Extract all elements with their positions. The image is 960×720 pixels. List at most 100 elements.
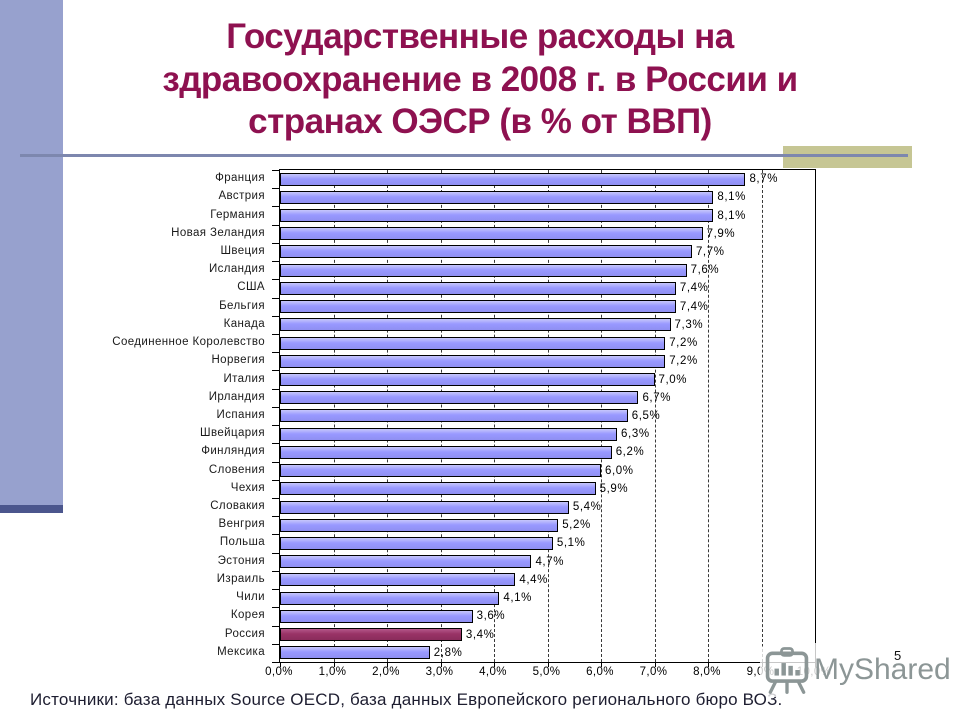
category-tick bbox=[272, 534, 280, 536]
value-label: 7,0% bbox=[658, 373, 688, 386]
sidebar-decoration bbox=[0, 0, 63, 513]
gridline bbox=[387, 170, 388, 662]
bar-row: 8,1% bbox=[280, 188, 815, 206]
category-label: Израиль bbox=[216, 572, 265, 585]
value-axis-tick bbox=[654, 662, 656, 667]
gridline bbox=[333, 170, 335, 662]
value-label: 7,2% bbox=[669, 337, 698, 350]
category-tick bbox=[272, 370, 280, 372]
bar-row: 5,4% bbox=[280, 498, 815, 516]
value-axis-tick bbox=[601, 662, 602, 667]
value-label: 2,8% bbox=[433, 646, 463, 659]
value-label: 5,4% bbox=[572, 501, 602, 514]
bar-row: 2,8% bbox=[280, 644, 815, 662]
slide-title: Государственные расходы на здравоохранен… bbox=[162, 17, 798, 142]
gridline bbox=[601, 170, 602, 662]
category-tick bbox=[272, 516, 280, 518]
bar-row: 6,3% bbox=[280, 425, 815, 443]
bar-row: 7,2% bbox=[280, 334, 815, 352]
category-tick bbox=[272, 170, 280, 171]
category-label: Франция bbox=[215, 172, 265, 185]
bar bbox=[280, 245, 692, 259]
value-label: 5,1% bbox=[556, 537, 586, 550]
bar bbox=[280, 336, 666, 350]
value-label: 6,2% bbox=[615, 446, 645, 459]
gridline bbox=[440, 170, 442, 662]
value-axis-tick-label: 1,0% bbox=[318, 666, 347, 678]
bar-row: 7,2% bbox=[280, 352, 815, 370]
category-label: Чили bbox=[236, 591, 265, 604]
category-tick bbox=[272, 224, 280, 226]
bar bbox=[280, 646, 430, 660]
category-label: Бельгия bbox=[219, 299, 265, 312]
category-tick bbox=[272, 552, 280, 554]
category-tick bbox=[272, 589, 280, 591]
value-axis-tick-label: 3,0% bbox=[425, 666, 454, 678]
value-label: 3,6% bbox=[476, 610, 506, 623]
gridline bbox=[494, 170, 495, 662]
gridline bbox=[708, 170, 709, 662]
bar-row: 7,0% bbox=[280, 370, 815, 388]
value-label: 5,2% bbox=[562, 519, 591, 532]
category-label: Польша bbox=[219, 536, 265, 549]
category-label: Италия bbox=[223, 372, 265, 385]
category-tick bbox=[272, 188, 280, 190]
bar-row: 6,0% bbox=[280, 462, 815, 480]
bar bbox=[280, 373, 655, 387]
bar-row: 7,6% bbox=[280, 261, 815, 279]
category-label: Норвегия bbox=[211, 354, 265, 367]
bar-series: 8,7% 8,1% 8,1% 7,9% 7,7% 7,6% 7,4% 7,4% 7,3% 7,2%… bbox=[280, 170, 815, 662]
value-axis-tick-label: 4,0% bbox=[479, 666, 507, 678]
category-axis-labels: Франция Австрия Германия Новая Зеландия Швец… bbox=[36, 169, 272, 661]
value-axis-tick bbox=[494, 662, 495, 667]
value-label: 8,7% bbox=[749, 173, 779, 186]
bar bbox=[280, 391, 639, 405]
bar-row: 5,2% bbox=[280, 516, 815, 534]
category-tick bbox=[272, 315, 280, 317]
category-tick bbox=[272, 261, 280, 263]
category-tick bbox=[272, 425, 280, 427]
value-axis-tick-label: 6,0% bbox=[586, 666, 614, 678]
value-axis-tick-label: 7,0% bbox=[639, 666, 668, 678]
category-label: Австрия bbox=[218, 190, 265, 203]
bar bbox=[280, 190, 714, 204]
value-axis-labels: 0,0%1,0%2,0%3,0%4,0%5,0%6,0%7,0%8,0%9,0%… bbox=[265, 666, 831, 682]
category-label: Чехия bbox=[230, 481, 265, 494]
category-tick bbox=[272, 242, 280, 244]
category-tick bbox=[272, 607, 280, 609]
bar bbox=[280, 172, 746, 186]
bar bbox=[280, 300, 676, 314]
value-axis-tick-label: 5,0% bbox=[532, 666, 561, 678]
bar bbox=[280, 281, 676, 295]
plot-area: 8,7% 8,1% 8,1% 7,9% 7,7% 7,6% 7,4% 7,4% 7,3% 7,2%… bbox=[272, 169, 816, 667]
category-tick bbox=[272, 388, 280, 390]
value-axis-tick bbox=[280, 662, 281, 667]
category-label: Корея bbox=[230, 609, 265, 622]
bar bbox=[280, 227, 703, 241]
category-label: Ирландия bbox=[208, 390, 265, 403]
category-label: Словения bbox=[208, 463, 265, 476]
value-label: 6,0% bbox=[605, 464, 634, 477]
category-label: Швейцария bbox=[200, 427, 265, 440]
bar-highlight-russia bbox=[280, 628, 462, 642]
bar bbox=[280, 445, 612, 459]
category-label: Венгрия bbox=[218, 518, 265, 531]
bar-row: 8,7% bbox=[280, 170, 815, 188]
value-axis-tick-label: 2,0% bbox=[372, 666, 400, 678]
value-label: 7,7% bbox=[695, 245, 725, 258]
bar-row: 7,4% bbox=[280, 279, 815, 297]
category-label: Эстония bbox=[217, 554, 265, 567]
bar-row: 5,9% bbox=[280, 480, 815, 498]
category-tick bbox=[272, 570, 280, 572]
category-tick bbox=[272, 643, 280, 645]
value-axis-tick-label: 0,0% bbox=[265, 666, 293, 678]
bar bbox=[280, 354, 666, 368]
value-label: 7,3% bbox=[674, 318, 704, 331]
category-label: Германия bbox=[210, 208, 265, 221]
value-label: 7,2% bbox=[669, 355, 698, 368]
value-axis-tick bbox=[547, 662, 549, 667]
gridlines bbox=[272, 170, 816, 667]
value-axis-tick bbox=[440, 662, 442, 667]
category-label: Соединенное Королевство bbox=[112, 336, 265, 349]
